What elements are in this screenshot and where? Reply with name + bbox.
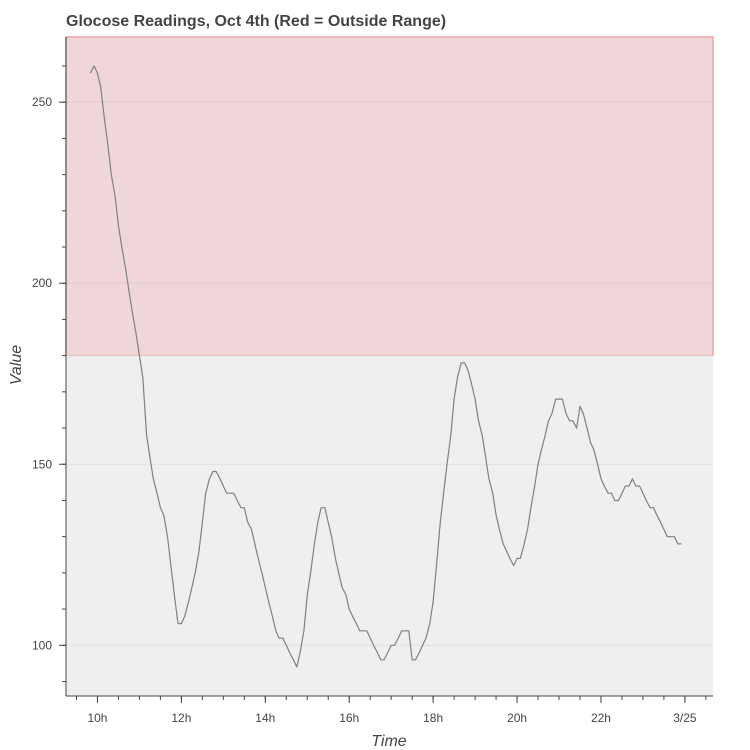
gridlines bbox=[66, 101, 713, 646]
x-tick-label: 10h bbox=[87, 711, 107, 725]
y-tick-label: 200 bbox=[32, 276, 52, 290]
x-tick-label: 3/25 bbox=[673, 711, 697, 725]
y-axis-label: Value bbox=[8, 345, 25, 385]
chart-title: Glocose Readings, Oct 4th (Red = Outside… bbox=[66, 13, 446, 30]
y-tick-label: 250 bbox=[32, 95, 52, 109]
range-bands bbox=[65, 36, 714, 696]
range-band-0 bbox=[65, 36, 714, 357]
series-lines bbox=[89, 65, 682, 668]
y-tick-label: 100 bbox=[32, 638, 52, 652]
y-axis-ticks: 100 150 200 250 bbox=[32, 65, 66, 683]
x-tick-label: 22h bbox=[591, 711, 611, 725]
axes bbox=[65, 37, 713, 697]
x-tick-label: 14h bbox=[255, 711, 275, 725]
x-tick-label: 16h bbox=[339, 711, 359, 725]
x-tick-label: 18h bbox=[423, 711, 443, 725]
x-axis-ticks: 10h 12h 14h 16h 18h 20h 22h 3/25 bbox=[75, 696, 707, 725]
x-tick-label: 12h bbox=[171, 711, 191, 725]
y-tick-label: 150 bbox=[32, 457, 52, 471]
series-line-0 bbox=[89, 65, 682, 668]
x-axis-label: Time bbox=[371, 733, 407, 750]
x-tick-label: 20h bbox=[507, 711, 527, 725]
range-band-1 bbox=[66, 355, 713, 696]
